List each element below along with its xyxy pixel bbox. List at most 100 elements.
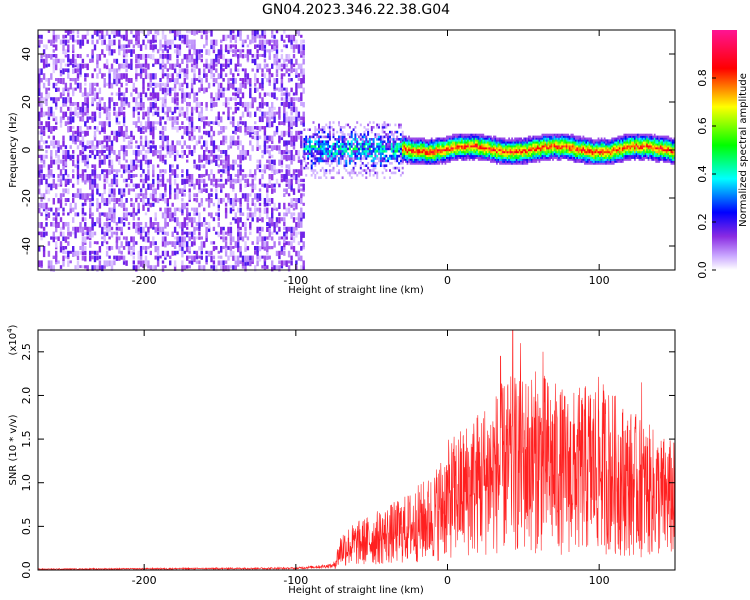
spectrogram-cell (376, 174, 379, 177)
spectrogram-cell (173, 82, 177, 89)
spectrogram-cell (139, 44, 143, 51)
spectrogram-cell (254, 54, 257, 58)
spectrogram-cell (420, 137, 422, 140)
spectrogram-cell (217, 87, 220, 94)
spectrogram-cell (312, 145, 315, 148)
spectrogram-cell (200, 246, 203, 251)
spectrogram-cell (256, 145, 259, 151)
spectrogram-cell (290, 154, 293, 160)
spectrogram-cell (101, 126, 104, 133)
spectrogram-cell (217, 121, 220, 127)
spectrogram-cell (280, 250, 284, 255)
spectrogram-cell (506, 147, 509, 150)
spectrogram-cell (237, 255, 240, 261)
spectrogram-cell (198, 159, 201, 163)
spectrogram-cell (347, 147, 350, 151)
spectrogram-cell (521, 156, 524, 159)
spectrogram-cell (499, 156, 501, 159)
spectrogram-cell (389, 154, 391, 158)
spectrogram-cell (350, 152, 353, 155)
spectrogram-cell (295, 68, 298, 75)
spectrogram-cell (62, 150, 65, 155)
spectrogram-cell (532, 137, 535, 140)
spectrogram-cell (325, 150, 328, 153)
spectrogram-cell (435, 162, 438, 165)
spectrogram-cell (308, 152, 311, 155)
spectrogram-cell (169, 87, 172, 94)
spectrogram-cell (105, 246, 109, 250)
spectrogram-cell (108, 183, 111, 188)
spectrogram-cell (55, 159, 58, 165)
spectrogram-cell (307, 140, 310, 143)
spectrogram-cell (426, 145, 429, 148)
spectrogram-cell (512, 139, 515, 142)
spectrogram-cell (430, 139, 433, 142)
spectrogram-cell (300, 49, 303, 56)
spectrogram-cell (96, 106, 99, 111)
spectrogram-cell (57, 198, 60, 204)
spectrogram-cell (499, 137, 501, 140)
spectrogram-cell (258, 159, 262, 165)
spectrogram-cell (258, 34, 262, 39)
spectrogram-cell (139, 73, 143, 79)
spectrogram-cell (96, 265, 99, 272)
spectrogram-cell (412, 147, 415, 150)
spectrogram-cell (127, 49, 131, 53)
spectrogram-cell (390, 154, 393, 158)
spectrogram-cell (417, 156, 419, 159)
spectrogram-cell (251, 126, 254, 133)
spectrogram-cell (433, 141, 436, 144)
spectrogram-cell (40, 198, 43, 202)
spectrogram-cell (527, 137, 530, 140)
spectrogram-cell (69, 135, 72, 141)
spectrogram-cell (55, 217, 58, 224)
spectrogram-cell (258, 255, 262, 262)
spectrogram-cell (290, 183, 293, 191)
spectrogram-cell (147, 116, 150, 122)
spectrogram-cell (96, 145, 99, 149)
spectrogram-cell (283, 193, 286, 197)
spectrogram-cell (45, 78, 48, 82)
spectrogram-cell (52, 39, 55, 44)
spectrogram-cell (287, 178, 291, 184)
spectrogram-cell (45, 217, 48, 221)
spectrogram-cell (130, 49, 133, 55)
spectrogram-cell (220, 150, 223, 154)
spectrogram-cell (52, 54, 55, 58)
spectrogram-cell (193, 193, 196, 198)
spectrogram-cell (402, 158, 404, 161)
spectrogram-cell (76, 78, 80, 81)
spectrogram-cell (521, 154, 524, 157)
spectrogram-cell (417, 137, 419, 140)
spectrogram-cell (442, 154, 445, 157)
spectrogram-cell (520, 143, 523, 146)
spectrogram-cell (72, 44, 75, 51)
spectrogram-cell (500, 160, 503, 163)
spectrogram-cell (186, 202, 189, 207)
spectrogram-cell (81, 130, 85, 134)
spectrogram-cell (249, 140, 252, 146)
spectrogram-cell (130, 54, 133, 57)
spectrogram-cell (365, 135, 368, 139)
spectrogram-cell (471, 154, 474, 157)
spectrogram-cell (302, 260, 305, 267)
spectrogram-cell (390, 162, 393, 165)
spectrogram-cell (125, 198, 128, 203)
spectrogram-cell (446, 160, 448, 163)
spectrogram-cell (101, 241, 104, 247)
spectrogram-cell (297, 30, 301, 37)
spectrogram-cell (246, 193, 250, 200)
spectrogram-cell (319, 176, 322, 179)
spectrogram-cell (171, 111, 174, 115)
spectrogram-cell (300, 130, 303, 135)
spectrogram-cell (258, 231, 262, 237)
spectrogram-cell (215, 265, 218, 272)
spectrogram-cell (303, 128, 306, 131)
spectrogram-cell (467, 145, 469, 148)
spectrogram-cell (493, 147, 495, 150)
spectrogram-cell (203, 44, 206, 49)
spectrogram-cell (86, 130, 89, 136)
spectrogram-cell (423, 152, 425, 156)
spectrogram-cell (220, 49, 223, 55)
spectrogram-cell (234, 92, 237, 97)
